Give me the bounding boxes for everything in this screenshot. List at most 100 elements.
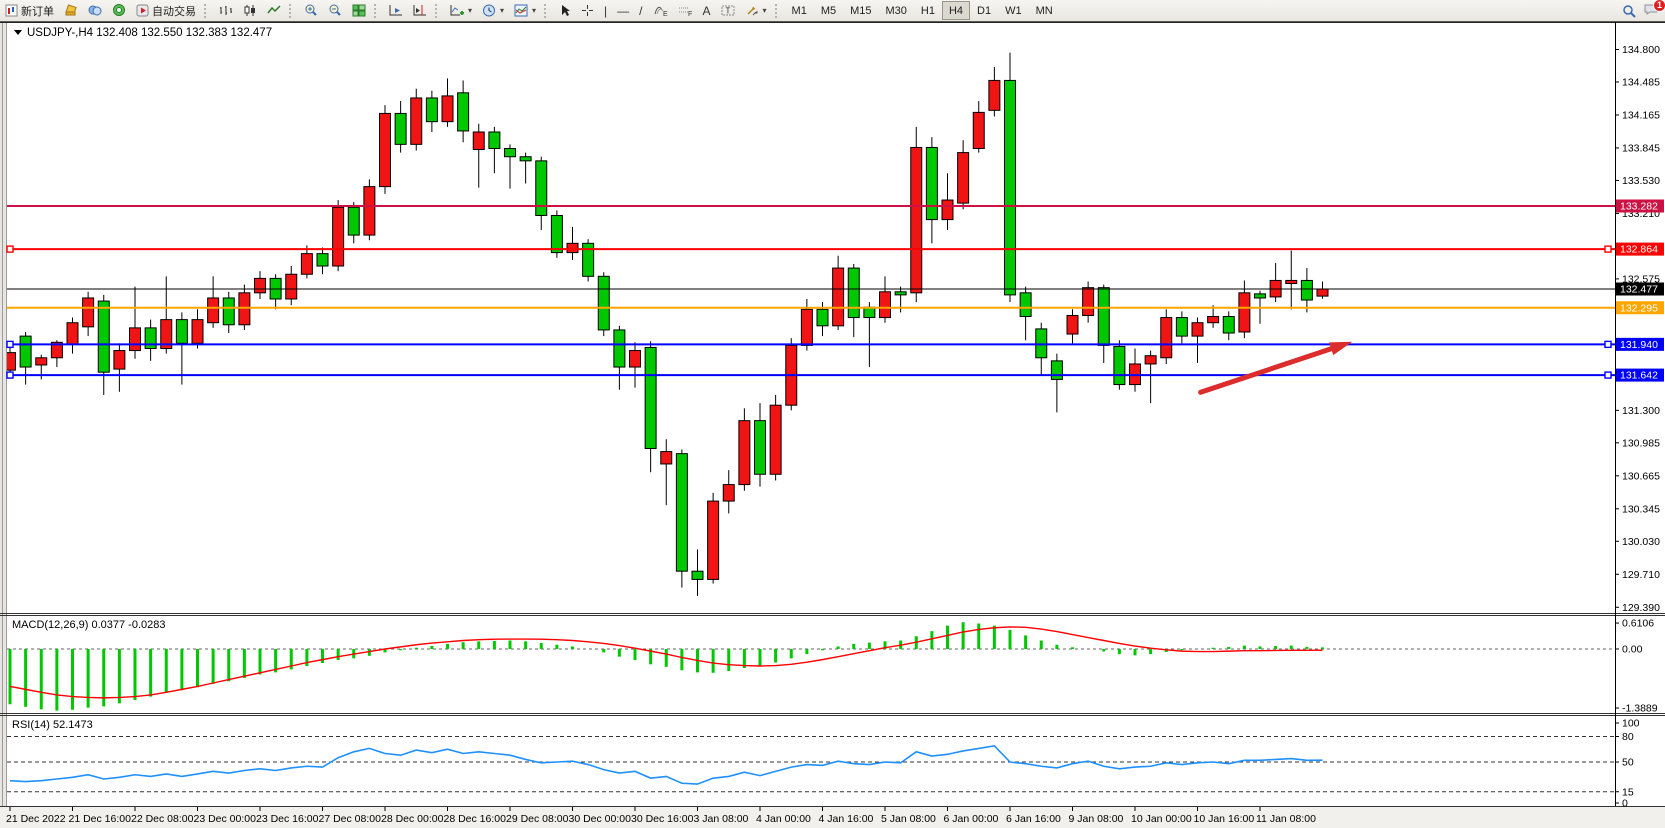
chart-title: USDJPY-,H4 132.408 132.550 132.383 132.4… [14,27,272,39]
candle [847,267,860,319]
candle [441,95,454,123]
candle [1191,322,1204,337]
bar-chart-button[interactable] [214,1,238,20]
toolbar-drag-handle[interactable] [374,3,381,18]
vertical-line-icon: | [604,3,608,18]
arrows-button[interactable]: ▾ [740,1,772,20]
line-handle [6,245,14,253]
fibonacci-button[interactable]: E [648,1,673,20]
chart-window[interactable]: 134.800 134.485 134.165 133.845 133.530 133.2… [0,22,1665,828]
candle [1050,360,1063,380]
zoom-out-button[interactable] [323,1,347,20]
trendline-icon: / [639,3,643,18]
line-handle [1604,340,1612,349]
candlestick-chart-button[interactable] [238,1,262,20]
timeframe-button-W1[interactable]: W1 [1005,4,1022,17]
candle [925,146,938,221]
periods-button[interactable]: ▾ [477,1,509,20]
candle [1160,317,1173,359]
svg-text:133.282: 133.282 [1620,201,1658,213]
line-handle [6,371,14,379]
timeframe-button-M5[interactable]: M5 [820,4,837,17]
auto-scroll-button[interactable] [384,1,408,20]
toolbar-drag-handle[interactable] [289,3,296,18]
signals-icon [113,4,125,16]
trend-arrow-annotation[interactable] [1198,341,1353,395]
signals-button[interactable] [107,1,131,20]
indicators-button[interactable]: ▾ [445,1,477,20]
trendline-button[interactable]: / [634,1,647,20]
candle [1144,355,1157,365]
timeframe-button-M1[interactable]: M1 [791,4,807,17]
market-watch-button[interactable] [59,1,83,20]
svg-text:131.300: 131.300 [1622,405,1660,417]
candle [285,273,298,300]
timeframe-group: M1 M5 M15 M30 H1 H4 D1 W1 MN [785,1,1060,20]
timeframe-button-H4[interactable]: H4 [941,1,971,20]
timeframe-button-H1[interactable]: H1 [920,4,935,17]
timeframe-button-M30[interactable]: M30 [885,4,907,17]
toolbar-drag-handle[interactable] [435,3,442,18]
text-button[interactable]: A [698,1,716,20]
time-axis[interactable]: 21 Dec 2022 21 Dec 16:00 22 Dec 08:00 23 De… [6,807,1316,825]
hline-132.864[interactable] [6,245,1615,253]
notifications-button[interactable]: 1 [1644,0,1665,19]
svg-text:133.845: 133.845 [1622,142,1660,154]
candle [1238,292,1251,333]
candle [300,253,313,275]
tile-windows-button[interactable] [347,1,371,20]
candle [1285,279,1298,285]
new-order-button[interactable]: 新订单 [0,1,59,20]
channel-button[interactable]: F [673,1,698,20]
toolbar-drag-handle[interactable] [774,3,782,18]
time-axis-area [0,806,1665,828]
chart-canvas[interactable]: 134.800 134.485 134.165 133.845 133.530 133.2… [0,22,1665,828]
candle [97,300,110,373]
timeframe-button-M15[interactable]: M15 [850,4,872,17]
candle [613,329,626,368]
autotrading-button[interactable]: 自动交易 [131,1,201,20]
line-handle [1604,245,1612,253]
candle [675,453,688,572]
vertical-line-button[interactable]: | [599,1,612,20]
timeframe-button-D1[interactable]: D1 [977,4,992,17]
candle [754,420,766,475]
candle [879,291,891,319]
navigator-button[interactable] [83,1,107,20]
hline-131.642[interactable] [6,371,1615,379]
timeframe-button-MN[interactable]: MN [1035,4,1053,17]
bar-chart-icon [220,6,232,15]
crosshair-button[interactable] [576,1,599,20]
navigator-icon [88,5,102,16]
svg-text:11 Jan 08:00: 11 Jan 08:00 [1256,813,1316,825]
search-icon[interactable] [1622,4,1636,18]
horizontal-line-button[interactable]: — [612,1,634,20]
candle [582,242,595,277]
svg-text:133.530: 133.530 [1622,175,1660,187]
price-axis[interactable]: 134.800 134.485 134.165 133.845 133.530 133.2… [1615,44,1660,810]
svg-text:100: 100 [1622,718,1640,730]
rsi-label: RSI(14) 52.1473 [12,719,93,731]
line-chart-button[interactable] [262,1,286,20]
cursor-button[interactable] [554,1,576,20]
arrows-icon [747,6,758,16]
svg-text:0.00: 0.00 [1622,644,1643,656]
macd-signal-line [9,626,1323,699]
candle [629,350,641,368]
svg-text:15: 15 [1622,786,1634,798]
line-chart-icon [267,5,281,14]
toolbar-drag-handle[interactable] [544,3,551,18]
svg-text:5 Jan 08:00: 5 Jan 08:00 [881,813,936,825]
candle [972,111,985,149]
tile-windows-icon [352,4,366,17]
templates-button[interactable]: ▾ [509,1,541,20]
price-tag-133.282: 133.282 [1616,199,1664,213]
zoom-in-button[interactable] [299,1,323,20]
candle [113,350,126,370]
text-label-button[interactable]: T [716,1,740,20]
toolbar-drag-handle[interactable] [204,3,211,18]
svg-text:30 Dec 00:00: 30 Dec 00:00 [569,813,632,825]
candle [566,242,579,254]
chart-shift-button[interactable] [408,1,432,20]
